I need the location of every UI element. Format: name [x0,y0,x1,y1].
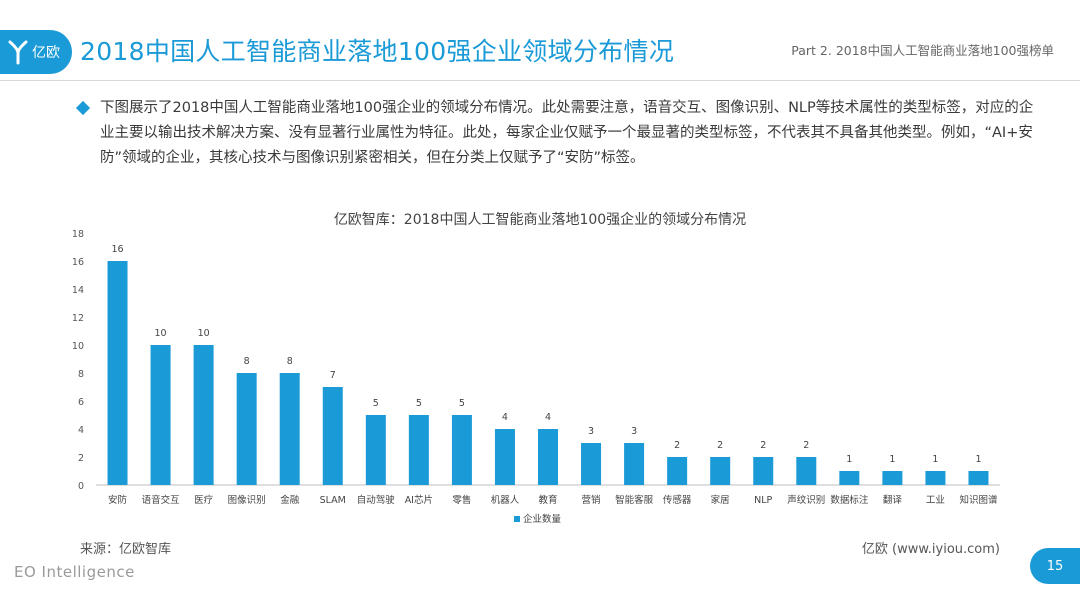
x-tick-label: SLAM [320,495,346,506]
bar-4 [236,373,257,485]
bar-value-label: 4 [545,412,551,423]
y-tick-label: 14 [72,285,84,296]
intro-text: 下图展示了2018中国人工智能商业落地100强企业的领域分布情况。此处需要注意，… [100,100,1034,166]
x-tick-label: 零售 [452,494,471,506]
x-tick-label: NLP [754,495,772,506]
bar-value-label: 8 [244,356,250,367]
footer-brand: EO Intelligence [14,563,135,581]
x-tick-label: 自动驾驶 [357,494,396,506]
bar-6 [322,387,343,485]
bar-value-label: 1 [975,454,981,465]
bar-16 [753,457,774,485]
chart-title: 亿欧智库：2018中国人工智能商业落地100强企业的领域分布情况 [333,212,747,228]
legend-label: 企业数量 [523,513,562,525]
source-note: 来源：亿欧智库 [80,542,172,557]
y-tick-label: 2 [78,453,84,464]
bar-value-label: 1 [932,454,938,465]
bar-14 [667,457,688,485]
bar-value-label: 5 [416,398,422,409]
bar-value-label: 2 [717,440,723,451]
source-website: 亿欧 (www.iyiou.com) [861,542,1000,557]
x-tick-label: 知识图谱 [959,494,998,506]
bar-15 [710,457,731,485]
y-tick-label: 10 [72,341,84,352]
page-title: 2018中国人工智能商业落地100强企业领域分布情况 [80,37,675,66]
bar-value-label: 3 [631,426,637,437]
x-tick-label: 金融 [280,494,300,506]
x-tick-label: 教育 [538,494,557,506]
bar-18 [839,471,860,485]
x-tick-label: AI芯片 [405,494,433,506]
bar-12 [581,443,602,485]
y-tick-label: 4 [78,425,84,436]
y-tick-label: 8 [78,369,84,380]
bar-5 [279,373,300,485]
bar-13 [624,443,645,485]
bar-value-label: 7 [330,370,336,381]
bar-value-label: 4 [502,412,508,423]
x-tick-label: 数据标注 [830,494,869,506]
bar-value-label: 5 [459,398,465,409]
bar-10 [494,429,515,485]
x-tick-label: 智能客服 [615,494,654,506]
bar-value-label: 1 [889,454,895,465]
y-tick-label: 0 [78,481,84,492]
bar-17 [796,457,817,485]
x-tick-label: 医疗 [194,494,214,506]
bar-21 [968,471,989,485]
bar-3 [193,345,214,485]
bar-8 [408,415,429,485]
page-number-badge: 15 [1030,548,1080,584]
bar-2 [150,345,171,485]
x-tick-label: 安防 [108,494,128,506]
x-tick-label: 图像识别 [228,494,266,506]
intro-bullet: 下图展示了2018中国人工智能商业落地100强企业的领域分布情况。此处需要注意，… [75,96,1038,171]
bar-1 [107,261,128,485]
legend-swatch [514,516,520,522]
bar-7 [365,415,386,485]
x-tick-label: 翻译 [883,495,903,506]
logo-y-icon [8,40,28,65]
x-tick-label: 传感器 [663,494,692,506]
x-tick-label: 工业 [926,495,945,506]
y-tick-label: 6 [78,397,84,408]
bar-value-label: 2 [674,440,680,451]
bar-value-label: 1 [846,454,852,465]
header-divider [0,80,1080,81]
bar-9 [451,415,472,485]
bar-value-label: 10 [155,328,167,339]
page-number: 15 [1046,558,1064,574]
diamond-bullet-icon [75,100,91,116]
bar-value-label: 16 [111,244,123,255]
x-tick-label: 营销 [582,494,602,506]
x-tick-label: 机器人 [491,494,520,506]
x-tick-label: 语音交互 [142,494,181,506]
x-tick-label: 声纹识别 [787,494,825,506]
bar-chart: 02468101214161816安防10语音交互10医疗8图像识别8金融7SL… [72,229,1000,525]
x-tick-label: 家居 [711,494,730,506]
logo-text: 亿欧 [32,45,60,61]
y-tick-label: 18 [72,229,84,240]
bar-value-label: 2 [760,440,766,451]
bar-20 [925,471,946,485]
bar-value-label: 3 [588,426,594,437]
bar-value-label: 2 [803,440,809,451]
bar-value-label: 10 [198,328,210,339]
bar-value-label: 8 [287,356,293,367]
y-tick-label: 16 [72,257,84,268]
y-tick-label: 12 [72,313,84,324]
bar-value-label: 5 [373,398,379,409]
part-label: Part 2. 2018中国人工智能商业落地100强榜单 [791,43,1054,58]
bar-11 [538,429,558,485]
logo-badge: 亿欧 [0,30,72,74]
bar-19 [882,471,903,485]
